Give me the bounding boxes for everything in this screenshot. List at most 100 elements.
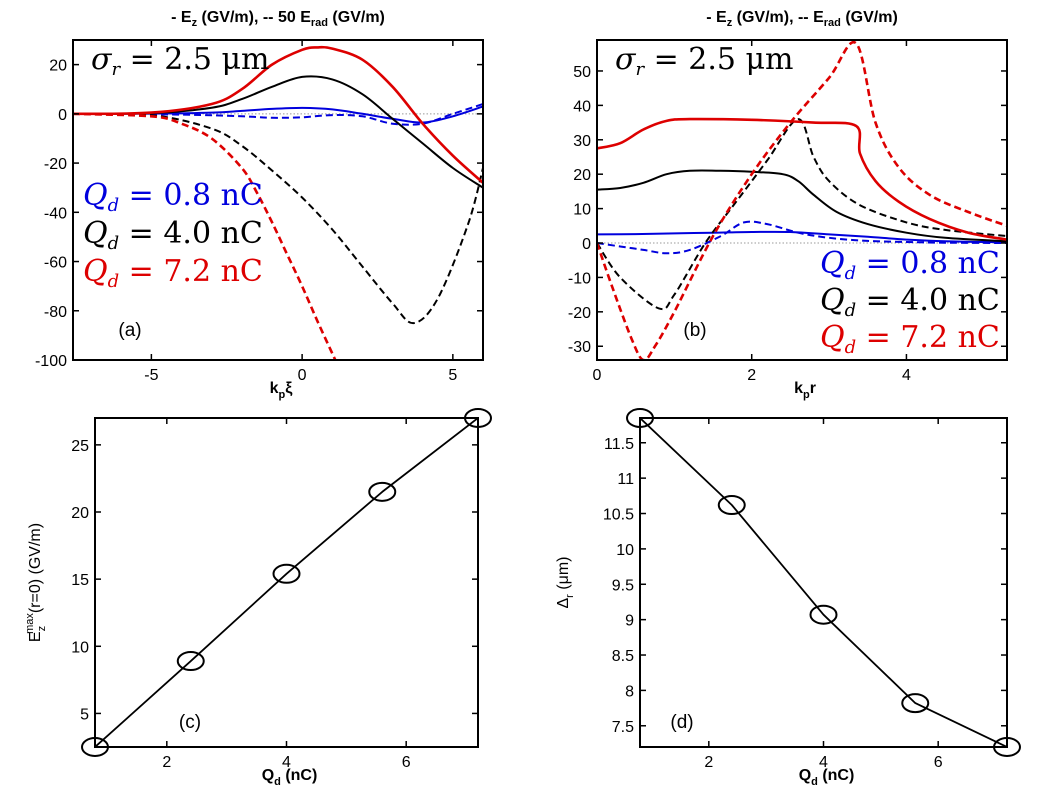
panel-d: 2 4 6 7.5 8 8.5 9 9.5 10 10.5 11 11.5 Qd (nC) Δr (μm)…	[555, 408, 1021, 788]
title-part: (GV/m)	[328, 9, 385, 26]
panel-label: (b)	[683, 320, 706, 341]
data-point-d-2	[809, 604, 838, 625]
y-tick-label: 20	[49, 58, 67, 75]
legend-value: = 0.8 nC	[856, 246, 1000, 281]
y-tick-label: 5	[80, 706, 89, 723]
y-tick-label: 9	[625, 613, 634, 630]
y-tick-label: 10	[573, 202, 591, 219]
xlabel-part: (nC)	[818, 767, 854, 784]
y-tick-label: 11	[617, 471, 634, 488]
sigma-value: = 2.5 μm	[644, 42, 793, 77]
panel-label: (c)	[179, 712, 201, 733]
y-tick-label: 8.5	[612, 648, 634, 665]
sigma-annotation: σr = 2.5 μm	[615, 42, 794, 80]
y-tick-label: 0	[582, 236, 591, 253]
panel-label: (a)	[118, 320, 141, 341]
data-point-c-2	[272, 563, 301, 584]
data-point-d-3	[901, 693, 930, 714]
legend-q: Q	[820, 320, 845, 355]
sigma-symbol: σ	[91, 42, 113, 77]
ylabel-subscript: r	[564, 594, 576, 598]
y-tick-label: -40	[44, 205, 67, 222]
legend-subscript: d	[845, 300, 857, 321]
x-tick-label: 2	[704, 754, 713, 771]
data-point-c-3	[368, 481, 397, 502]
legend-entry-1: Qd = 4.0 nC	[820, 283, 1000, 321]
chart-title: - Ez (GV/m), -- Erad (GV/m)	[706, 9, 898, 29]
x-tick-label: 4	[819, 754, 828, 771]
series-group	[73, 45, 483, 360]
y-tick-label: 15	[71, 572, 89, 589]
panel-b: 0 2 4 -30 -20 -10 0 10 20 30 40 50 - Ez (GV/m), -- E…	[568, 9, 1008, 401]
title-part: - E	[171, 9, 192, 26]
sigma-subscript: r	[635, 59, 645, 80]
panel-label: (d)	[670, 712, 693, 733]
series-line-b-5	[597, 40, 1007, 360]
title-subscript: rad	[311, 17, 328, 29]
y-tick-label: -10	[568, 270, 591, 287]
series-line-b-0	[597, 230, 1007, 244]
y-tick-label: 8	[625, 683, 634, 700]
y-tick-label: 10	[71, 639, 89, 656]
xlabel-part: r	[810, 380, 816, 397]
chart-title: - Ez (GV/m), -- 50 Erad (GV/m)	[171, 9, 385, 29]
y-tick-label: 50	[573, 64, 591, 81]
title-part: - E	[706, 9, 727, 26]
y-tick-label: -60	[44, 255, 67, 272]
legend-value: = 0.8 nC	[119, 178, 263, 213]
y-tick-label: -20	[44, 156, 67, 173]
sigma-symbol: σ	[615, 42, 637, 77]
legend-q: Q	[820, 246, 845, 281]
y-tick-label: -20	[568, 305, 591, 322]
y-axis-label: Ezmax(r=0) (GV/m)	[24, 523, 48, 642]
sigma-annotation: σr = 2.5 μm	[91, 42, 270, 80]
x-tick-label: 5	[448, 367, 457, 384]
legend-value: = 7.2 nC	[856, 320, 1000, 355]
y-tick-label: 7.5	[612, 719, 634, 736]
title-part: (GV/m), -- E	[732, 9, 824, 26]
ylabel-part: (μm)	[555, 556, 572, 594]
y-tick-label: 9.5	[612, 577, 634, 594]
x-tick-label: 0	[298, 367, 307, 384]
xlabel-part: Q	[262, 767, 274, 784]
xlabel-subscript: p	[803, 389, 810, 401]
x-axis-label: kpr	[794, 380, 816, 401]
series-group	[640, 418, 1007, 747]
data-point-c-1	[176, 651, 205, 672]
legend-value: = 4.0 nC	[856, 283, 1000, 318]
x-tick-label: 2	[747, 367, 756, 384]
legend-subscript: d	[845, 337, 857, 358]
ylabel-subscript: z	[36, 626, 48, 632]
series-line-a-1	[73, 103, 483, 126]
xlabel-subscript: p	[279, 389, 286, 401]
y-tick-label: 40	[573, 98, 591, 115]
legend-entry-1: Qd = 4.0 nC	[83, 216, 263, 254]
x-tick-label: 6	[402, 754, 411, 771]
y-tick-label: 20	[573, 167, 591, 184]
xlabel-part: k	[794, 380, 803, 397]
panel-a: -5 0 5 -100 -80 -60 -40 -20 0 20 - Ez (GV/m), -- 5…	[35, 9, 484, 401]
series-group	[95, 418, 478, 747]
axes-frame	[72, 39, 484, 361]
x-tick-label: 0	[593, 367, 602, 384]
legend-value: = 7.2 nC	[119, 254, 263, 289]
x-axis-label: kpξ	[270, 380, 294, 401]
series-line-a-5	[73, 112, 337, 360]
title-subscript: z	[727, 17, 733, 29]
x-tick-label: -5	[144, 367, 158, 384]
panel-c: 2 4 6 5 10 15 20 25 Qd (nC) Ezmax(r=0) (GV/m) (c)	[24, 408, 492, 788]
series-line-d-0	[640, 418, 1007, 747]
series-group	[597, 40, 1007, 360]
legend-q: Q	[83, 216, 108, 251]
axes-frame	[639, 417, 1008, 748]
xlabel-subscript: d	[274, 776, 281, 788]
y-tick-label: -30	[568, 339, 591, 356]
y-tick-label: 25	[71, 438, 89, 455]
series-line-a-3	[73, 112, 483, 325]
y-tick-label: 10.5	[603, 507, 634, 524]
legend-q: Q	[83, 178, 108, 213]
legend-subscript: d	[845, 263, 857, 284]
legend-entry-0: Qd = 0.8 nC	[83, 178, 263, 216]
legend-subscript: d	[108, 233, 120, 254]
